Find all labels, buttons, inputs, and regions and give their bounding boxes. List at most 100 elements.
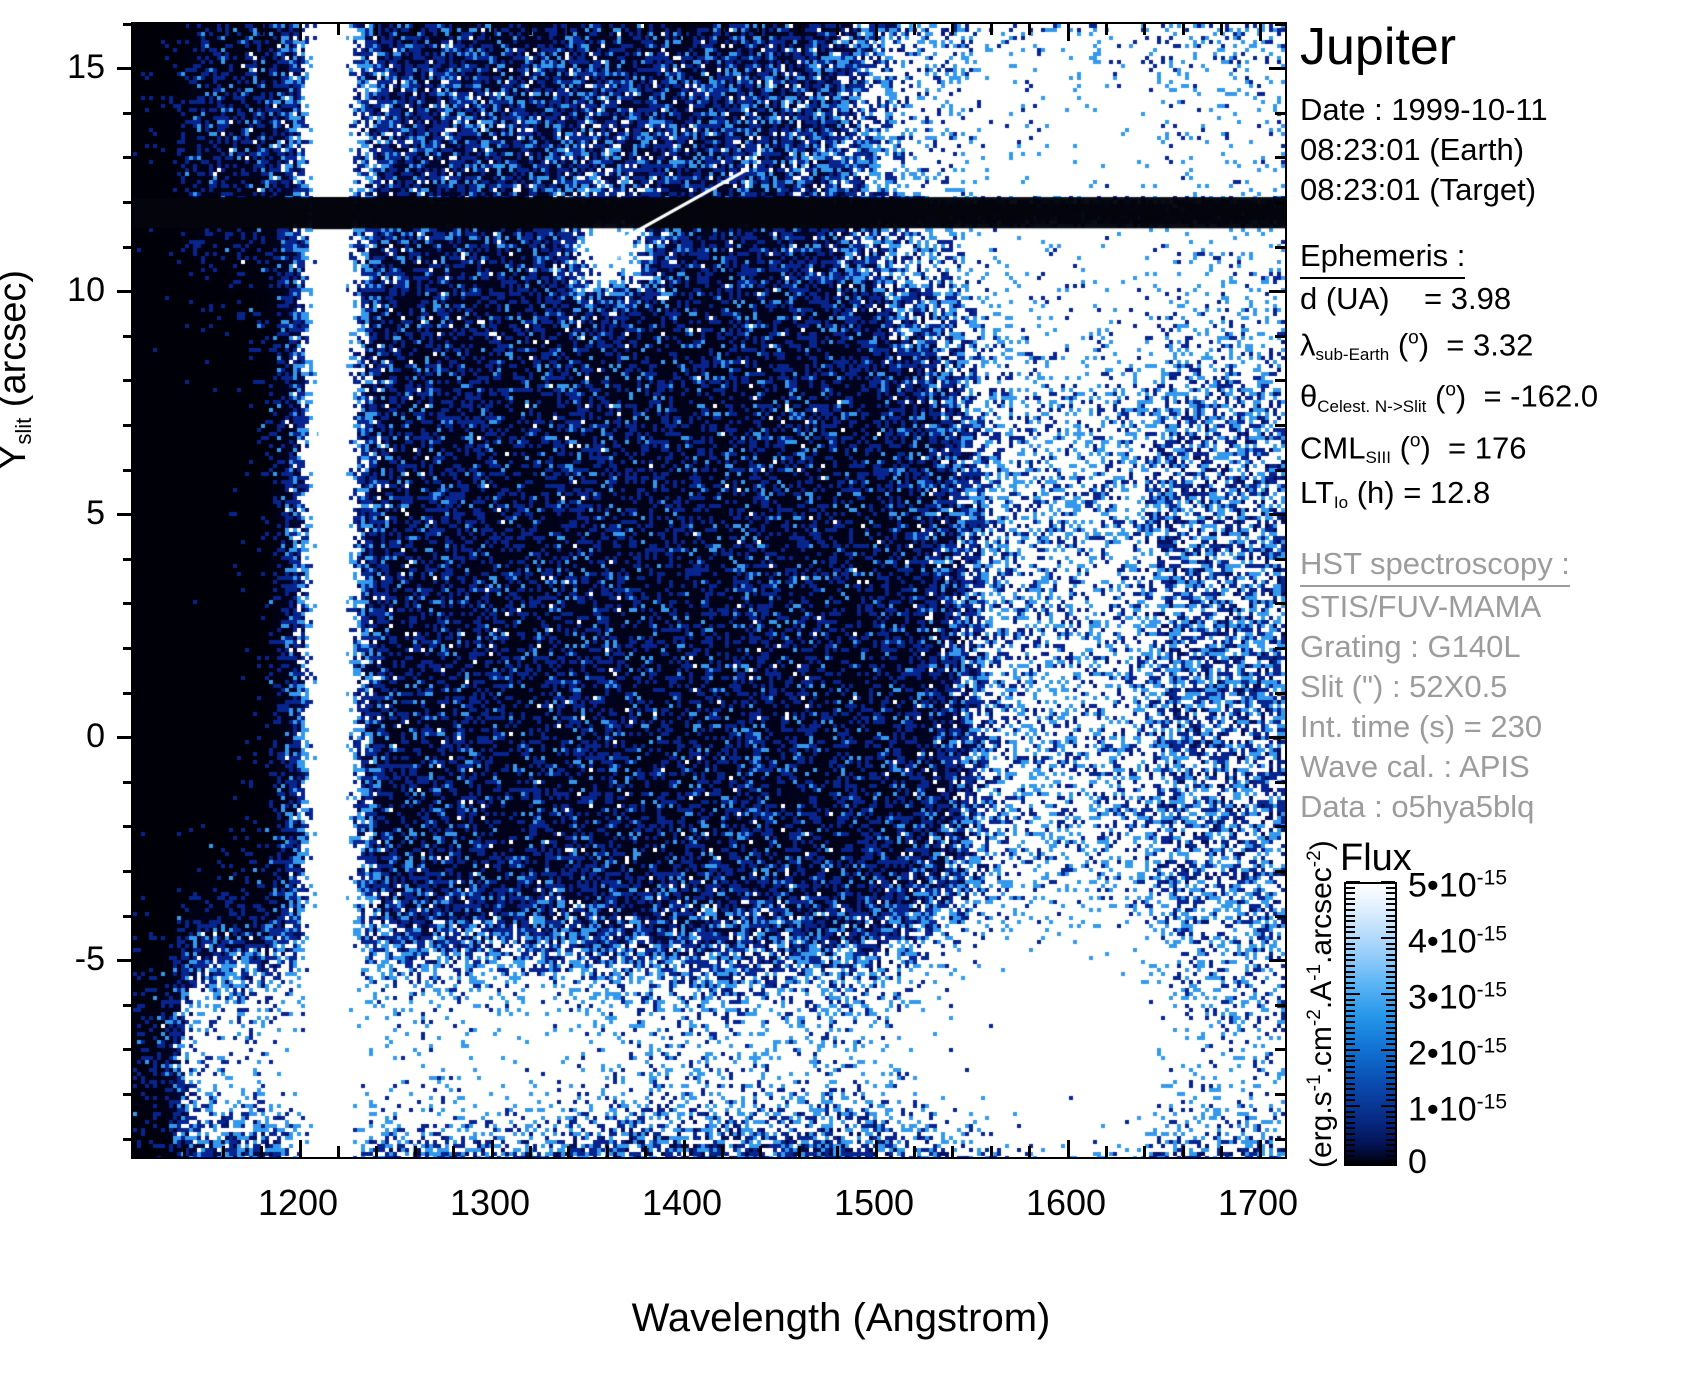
colorbar-tick — [1346, 1065, 1355, 1068]
colorbar-tick — [1346, 1004, 1355, 1007]
x-tick — [452, 1146, 456, 1157]
x-tick-top — [759, 24, 763, 35]
y-tick-right — [1275, 870, 1285, 874]
colorbar-tick — [1346, 925, 1355, 928]
colorbar-tick — [1386, 925, 1395, 928]
x-tick — [720, 1146, 724, 1157]
x-tick — [567, 1146, 571, 1157]
x-tick-label: 1500 — [833, 1182, 915, 1223]
colorbar-tick — [1346, 1099, 1355, 1102]
colorbar-tick — [1386, 1032, 1395, 1035]
colorbar-tick — [1386, 886, 1395, 889]
x-tick-top — [183, 24, 187, 35]
x-tick — [836, 1146, 840, 1157]
colorbar-tick — [1346, 1037, 1355, 1040]
y-tick-label: -5 — [74, 939, 105, 978]
colorbar-tick — [1386, 892, 1395, 895]
colorbar-tick — [1386, 1088, 1395, 1091]
colorbar-tick — [1381, 1161, 1395, 1163]
x-tick-label: 1600 — [1025, 1182, 1107, 1223]
y-tick — [123, 423, 133, 427]
colorbar-gradient — [1344, 882, 1397, 1166]
colorbar-units-label: (erg.s-1.cm-2.A-1.arcsec-2) — [1304, 840, 1338, 1168]
colorbar-tick — [1386, 920, 1395, 923]
x-tick-top — [1066, 24, 1070, 41]
ephemeris-heading: Ephemeris : — [1300, 236, 1675, 279]
colorbar-tick — [1346, 942, 1355, 945]
x-tick-label: 1200 — [257, 1182, 339, 1223]
x-tick-top — [605, 24, 609, 35]
x-tick — [1258, 1140, 1262, 1157]
observation-time-target: 08:23:01 (Target) — [1300, 172, 1537, 207]
colorbar-tick — [1346, 1144, 1355, 1147]
colorbar-tick — [1346, 976, 1355, 979]
x-tick — [1104, 1146, 1108, 1157]
colorbar-tick — [1346, 1049, 1360, 1051]
x-tick-top — [644, 24, 648, 35]
x-tick — [1066, 1140, 1070, 1157]
colorbar-tick — [1386, 942, 1395, 945]
y-tick — [123, 870, 133, 874]
x-tick — [989, 1146, 993, 1157]
colorbar-tick — [1386, 1077, 1395, 1079]
y-tick-right — [1269, 736, 1285, 740]
ephemeris-rows: d (UA) = 3.98 λsub-Earth (o) = 3.32 θCeles… — [1300, 279, 1675, 518]
colorbar-tick — [1346, 965, 1355, 967]
colorbar-tick — [1386, 1015, 1395, 1018]
colorbar-tick-label: 0 — [1408, 1143, 1427, 1181]
x-tick — [413, 1146, 417, 1157]
colorbar-tick — [1346, 970, 1355, 973]
colorbar-tick — [1346, 998, 1355, 1001]
y-tick-label: 10 — [67, 270, 105, 309]
colorbar-tick — [1386, 897, 1395, 900]
instrument-row: Slit (") : 52X0.5 — [1300, 668, 1508, 704]
x-tick — [336, 1146, 340, 1157]
ephemeris-row: LTIo (h) = 12.8 — [1300, 474, 1491, 512]
colorbar-tick — [1381, 993, 1395, 995]
info-panel: Jupiter Date : 1999-10-11 08:23:01 (Eart… — [1300, 18, 1675, 827]
instrument-row: Wave cal. : APIS — [1300, 748, 1530, 784]
y-tick-label: 5 — [86, 493, 105, 532]
x-tick-top — [1220, 24, 1224, 35]
colorbar-tick — [1381, 881, 1395, 883]
colorbar-tick — [1346, 897, 1355, 900]
colorbar-tick — [1346, 953, 1355, 956]
colorbar-tick — [1346, 987, 1355, 990]
y-tick-right — [1275, 379, 1285, 383]
x-tick — [260, 1146, 264, 1157]
x-axis-title: Wavelength (Angstrom) — [631, 1296, 1051, 1340]
x-tick-top — [1258, 24, 1262, 41]
spectrogram-image — [133, 24, 1285, 1157]
x-tick — [144, 1146, 148, 1157]
y-tick-right — [1275, 156, 1285, 160]
colorbar-tick — [1381, 937, 1395, 939]
y-tick-right — [1275, 200, 1285, 204]
x-tick-top — [375, 24, 379, 35]
y-tick — [123, 1048, 133, 1052]
colorbar-tick — [1386, 931, 1395, 934]
y-tick-right — [1269, 290, 1285, 294]
y-tick-right — [1275, 334, 1285, 338]
instrument-row: Grating : G140L — [1300, 628, 1521, 664]
colorbar-legend: Flux 5•10-15 4•10-15 3•10-15 2•10-15 1•10-15… — [1300, 838, 1675, 1179]
y-tick-right — [1275, 22, 1285, 26]
x-tick-top — [452, 24, 456, 35]
colorbar-tick — [1386, 970, 1395, 973]
colorbar-tick-label: 1•10-15 — [1408, 1090, 1507, 1129]
colorbar-tick — [1346, 948, 1355, 951]
colorbar-tick — [1346, 1093, 1355, 1096]
colorbar-tick-label: 4•10-15 — [1408, 922, 1507, 961]
x-tick — [797, 1146, 801, 1157]
colorbar-tick — [1386, 914, 1395, 917]
x-tick — [1181, 1146, 1185, 1157]
x-tick — [1220, 1146, 1224, 1157]
colorbar-tick — [1386, 1149, 1395, 1152]
x-tick-label: 1400 — [641, 1182, 723, 1223]
y-tick — [123, 1003, 133, 1007]
y-tick — [123, 468, 133, 472]
x-tick — [490, 1140, 494, 1157]
x-tick — [183, 1146, 187, 1157]
colorbar-tick-label: 3•10-15 — [1408, 978, 1507, 1017]
colorbar-tick — [1386, 1133, 1395, 1135]
y-tick-right — [1275, 557, 1285, 561]
